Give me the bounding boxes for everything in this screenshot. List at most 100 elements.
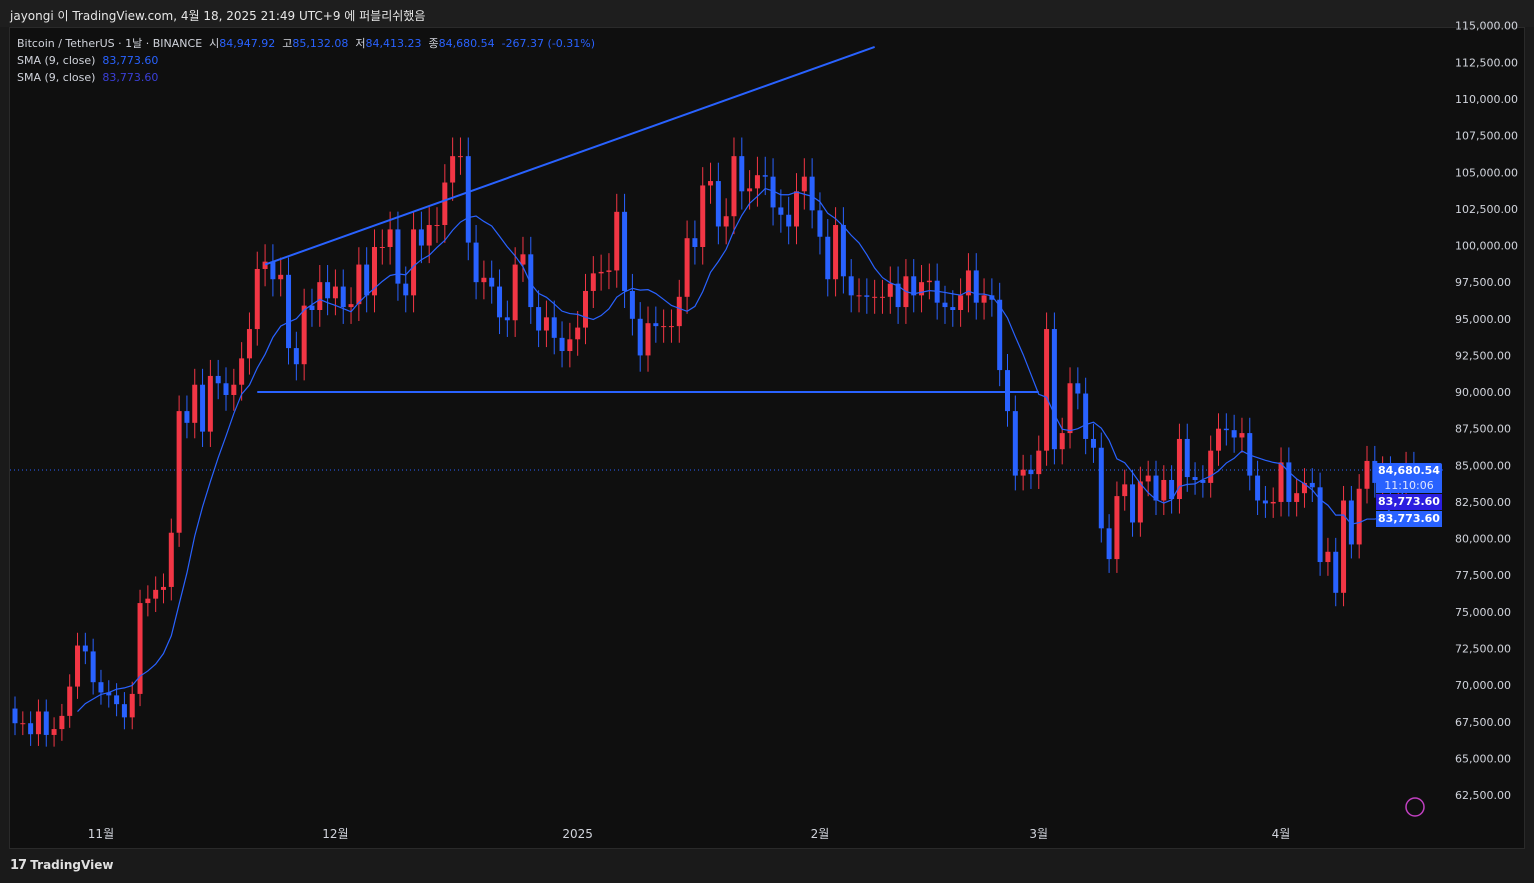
candle-body: [465, 156, 471, 243]
candle-body: [1239, 433, 1245, 438]
candle-body: [879, 296, 885, 298]
y-tick-label: 112,500.00: [1455, 56, 1518, 69]
candle-body: [278, 274, 284, 280]
y-tick-label: 102,500.00: [1455, 203, 1518, 216]
y-tick-label: 90,000.00: [1455, 386, 1511, 399]
x-tick-label: 2025: [562, 827, 593, 841]
candle-body: [911, 276, 917, 296]
candle-body: [1372, 460, 1378, 483]
candle-body: [762, 175, 768, 177]
candle-body: [301, 305, 307, 365]
candle-body: [200, 384, 206, 432]
low-label: 저: [355, 37, 366, 50]
candle-body: [325, 282, 331, 299]
publish-info-bar: jayongi 이 TradingView.com, 4월 18, 2025 2…: [0, 0, 1534, 27]
candle-body: [153, 589, 159, 599]
candle-body: [1200, 479, 1206, 483]
candle-body: [450, 156, 456, 183]
candle-body: [1255, 475, 1261, 501]
candle-body: [567, 339, 573, 352]
candle-body: [942, 302, 948, 308]
candle-body: [168, 532, 174, 587]
candle-body: [973, 270, 979, 303]
y-tick-label: 65,000.00: [1455, 752, 1511, 765]
candle-body: [1020, 469, 1026, 476]
candle-body: [575, 327, 581, 340]
candle-body: [708, 181, 714, 186]
candle-body: [1083, 393, 1089, 439]
candle-body: [497, 286, 503, 318]
candle-body: [176, 411, 182, 533]
candle-body: [1169, 479, 1175, 500]
candle-body: [1176, 438, 1182, 500]
candle-countdown: 11:10:06: [1384, 479, 1434, 492]
candle-body: [364, 264, 370, 296]
y-tick-label: 107,500.00: [1455, 130, 1518, 143]
candle-body: [754, 175, 760, 189]
candle-body: [1067, 383, 1073, 434]
chart-legend: Bitcoin / TetherUS · 1날 · BINANCE 시84,94…: [17, 35, 595, 86]
sma-label: SMA (9, close): [17, 54, 96, 67]
y-tick-label: 97,500.00: [1455, 276, 1511, 289]
candle-body: [864, 295, 870, 297]
candle-body: [1153, 475, 1159, 501]
candle-body: [668, 326, 674, 328]
x-tick-label: 2월: [811, 827, 830, 841]
candle-body: [1333, 551, 1339, 593]
candle-body: [1270, 501, 1276, 504]
candle-body: [872, 296, 878, 298]
candle-body: [340, 286, 346, 308]
candle-body: [856, 295, 862, 297]
candle-body: [332, 286, 338, 299]
candle-body: [653, 323, 659, 327]
candle-body: [794, 191, 799, 227]
candle-body: [997, 299, 1003, 371]
high-label: 고: [282, 37, 293, 50]
sma-tag-1: 83,773.60: [1376, 494, 1442, 510]
y-tick-label: 80,000.00: [1455, 533, 1511, 546]
y-tick-label: 75,000.00: [1455, 606, 1511, 619]
candle-body: [676, 296, 682, 327]
y-tick-label: 115,000.00: [1455, 20, 1518, 33]
candle-body: [801, 176, 807, 192]
sma-row-1[interactable]: SMA (9, close) 83,773.60: [17, 52, 595, 69]
last-price-tag: 84,680.54 11:10:06: [1376, 463, 1442, 493]
candle-body: [457, 156, 463, 158]
candle-body: [715, 181, 721, 227]
candle-body: [395, 229, 401, 284]
candle-body: [895, 283, 901, 308]
candle-body: [371, 246, 377, 296]
symbol-title[interactable]: Bitcoin / TetherUS · 1날 · BINANCE: [17, 37, 203, 50]
candle-body: [1262, 500, 1268, 504]
candle-body: [481, 277, 487, 283]
candle-body: [504, 317, 510, 321]
candle-body: [434, 225, 440, 227]
candle-body: [59, 715, 65, 730]
candle-body: [1137, 481, 1143, 523]
candle-body: [215, 375, 221, 384]
candle-body: [1130, 484, 1136, 523]
candle-body: [98, 682, 104, 693]
candle-body: [723, 216, 729, 227]
x-tick-label: 3월: [1029, 827, 1048, 841]
candle-body: [239, 358, 245, 385]
candle-body: [958, 295, 964, 311]
sma-row-2[interactable]: SMA (9, close) 83,773.60: [17, 69, 595, 86]
candle-body: [160, 586, 166, 590]
candle-body: [403, 283, 409, 296]
y-tick-label: 100,000.00: [1455, 240, 1518, 253]
y-tick-label: 70,000.00: [1455, 679, 1511, 692]
tradingview-logo-icon: 17: [10, 858, 27, 873]
candle-body: [700, 185, 706, 247]
y-tick-label: 72,500.00: [1455, 642, 1511, 655]
candle-body: [489, 277, 495, 287]
candle-body: [121, 704, 127, 718]
candle-body: [1005, 370, 1011, 412]
open-label: 시: [209, 37, 220, 50]
candle-body: [20, 723, 26, 725]
candle-body: [1364, 460, 1370, 489]
candle-body: [356, 264, 362, 305]
candle-body: [1278, 462, 1284, 502]
candle-body: [82, 645, 88, 652]
